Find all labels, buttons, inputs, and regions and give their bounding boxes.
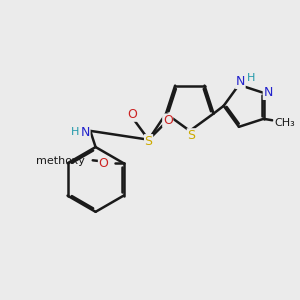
Text: methoxy: methoxy: [37, 156, 86, 166]
Text: S: S: [145, 135, 153, 148]
Text: H: H: [247, 74, 255, 83]
Text: O: O: [98, 157, 108, 170]
Text: H: H: [71, 127, 79, 137]
Text: N: N: [236, 75, 245, 88]
Text: S: S: [187, 129, 195, 142]
Text: N: N: [81, 126, 90, 139]
Text: O: O: [128, 108, 137, 121]
Text: CH₃: CH₃: [274, 118, 295, 128]
Text: N: N: [263, 86, 273, 99]
Text: O: O: [163, 114, 173, 127]
